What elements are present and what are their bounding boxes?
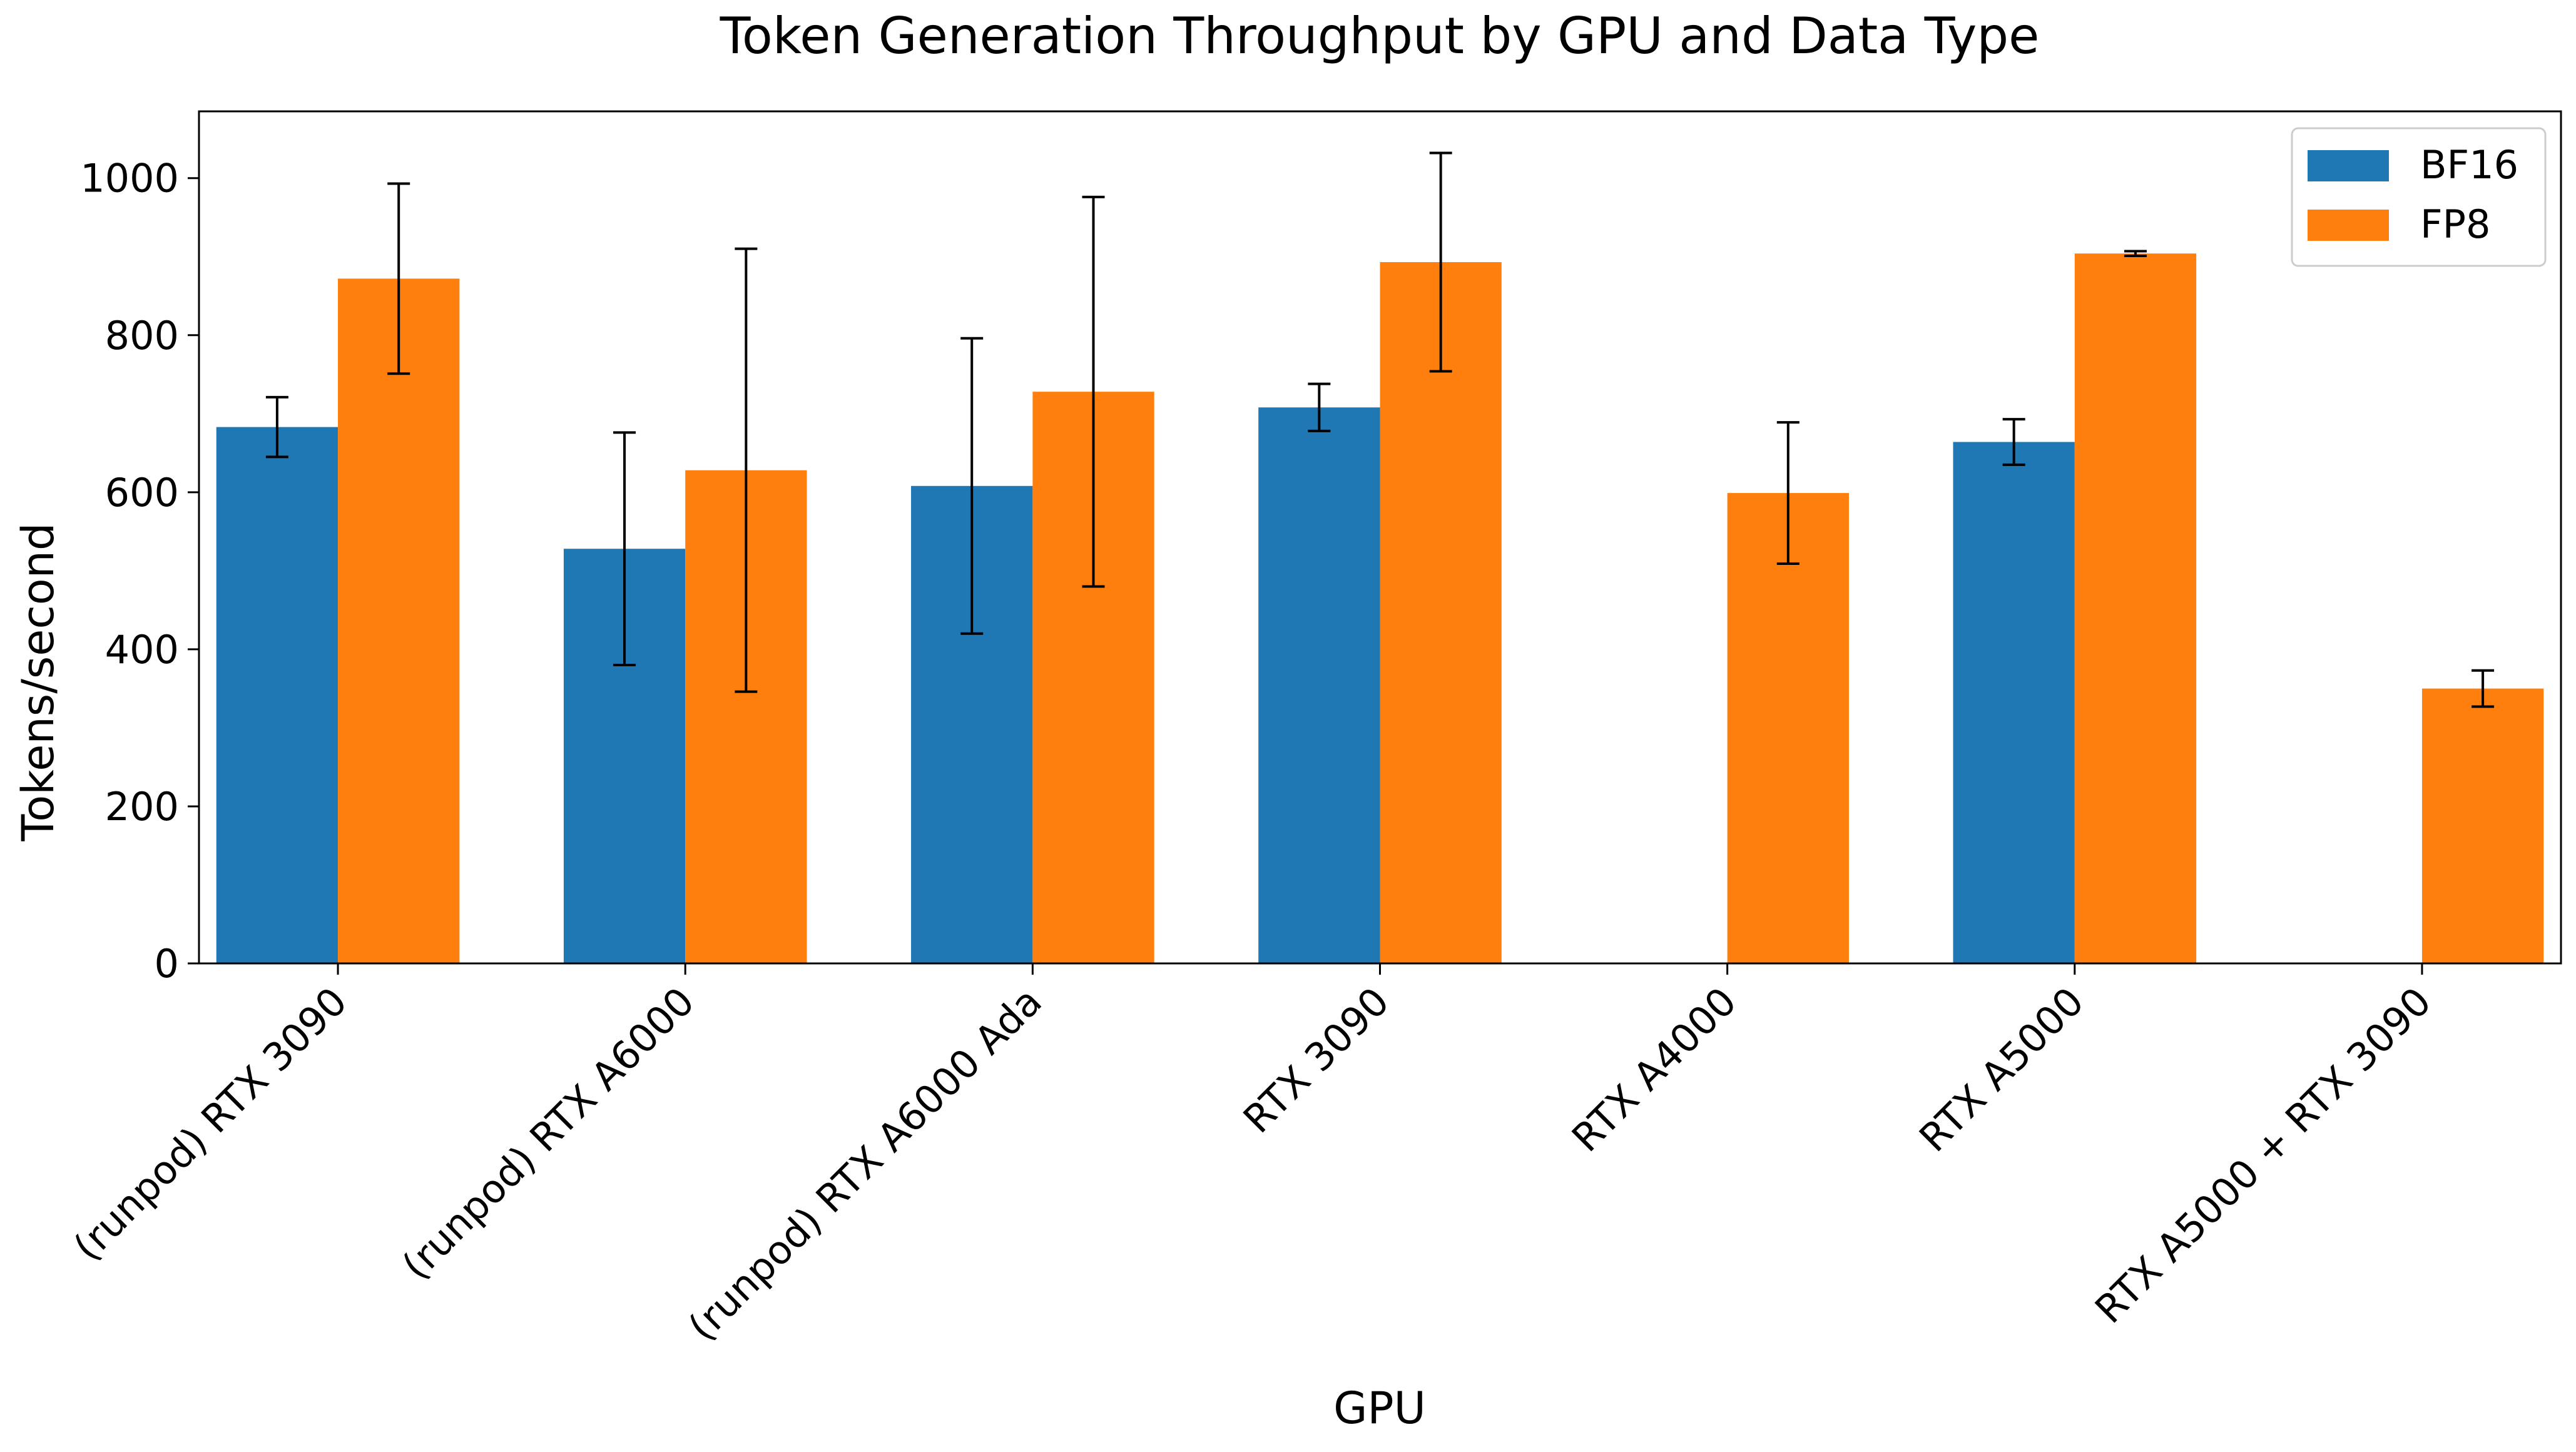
bar-fp8 bbox=[2421, 688, 2544, 963]
legend-swatch-fp8 bbox=[2308, 210, 2389, 241]
y-tick-label: 600 bbox=[105, 470, 179, 515]
x-tick-label: RTX A4000 bbox=[1563, 978, 1745, 1160]
legend: BF16 FP8 bbox=[2291, 127, 2547, 267]
bar-fp8 bbox=[1380, 262, 1502, 963]
x-tick-label: (runpod) RTX A6000 bbox=[393, 978, 703, 1288]
bar-bf16 bbox=[1953, 442, 2075, 963]
bar-fp8 bbox=[338, 278, 460, 964]
chart-title: Token Generation Throughput by GPU and D… bbox=[720, 7, 2040, 65]
x-tick-label: RTX A5000 bbox=[1910, 978, 2092, 1160]
legend-label-fp8: FP8 bbox=[2420, 201, 2491, 247]
y-tick-label: 200 bbox=[105, 784, 179, 830]
y-tick-label: 800 bbox=[105, 313, 179, 358]
bar-fp8 bbox=[1727, 493, 1849, 963]
x-tick-label: (runpod) RTX 3090 bbox=[64, 978, 355, 1269]
legend-swatch-bf16 bbox=[2308, 150, 2389, 181]
y-tick-label: 400 bbox=[105, 627, 179, 673]
legend-label-bf16: BF16 bbox=[2420, 142, 2518, 188]
y-axis-label: Tokens/second bbox=[13, 523, 64, 842]
bar-fp8 bbox=[2074, 253, 2197, 963]
x-axis-label: GPU bbox=[1333, 1383, 1426, 1434]
y-tick-label: 0 bbox=[155, 941, 179, 987]
x-tick-label: (runpod) RTX A6000 Ada bbox=[680, 978, 1051, 1349]
bar-bf16 bbox=[1258, 407, 1380, 963]
x-tick-label: RTX A5000 + RTX 3090 bbox=[2086, 978, 2440, 1332]
x-tick-label: RTX 3090 bbox=[1235, 978, 1398, 1142]
y-tick-label: 1000 bbox=[80, 156, 179, 201]
bar-bf16 bbox=[216, 427, 339, 963]
